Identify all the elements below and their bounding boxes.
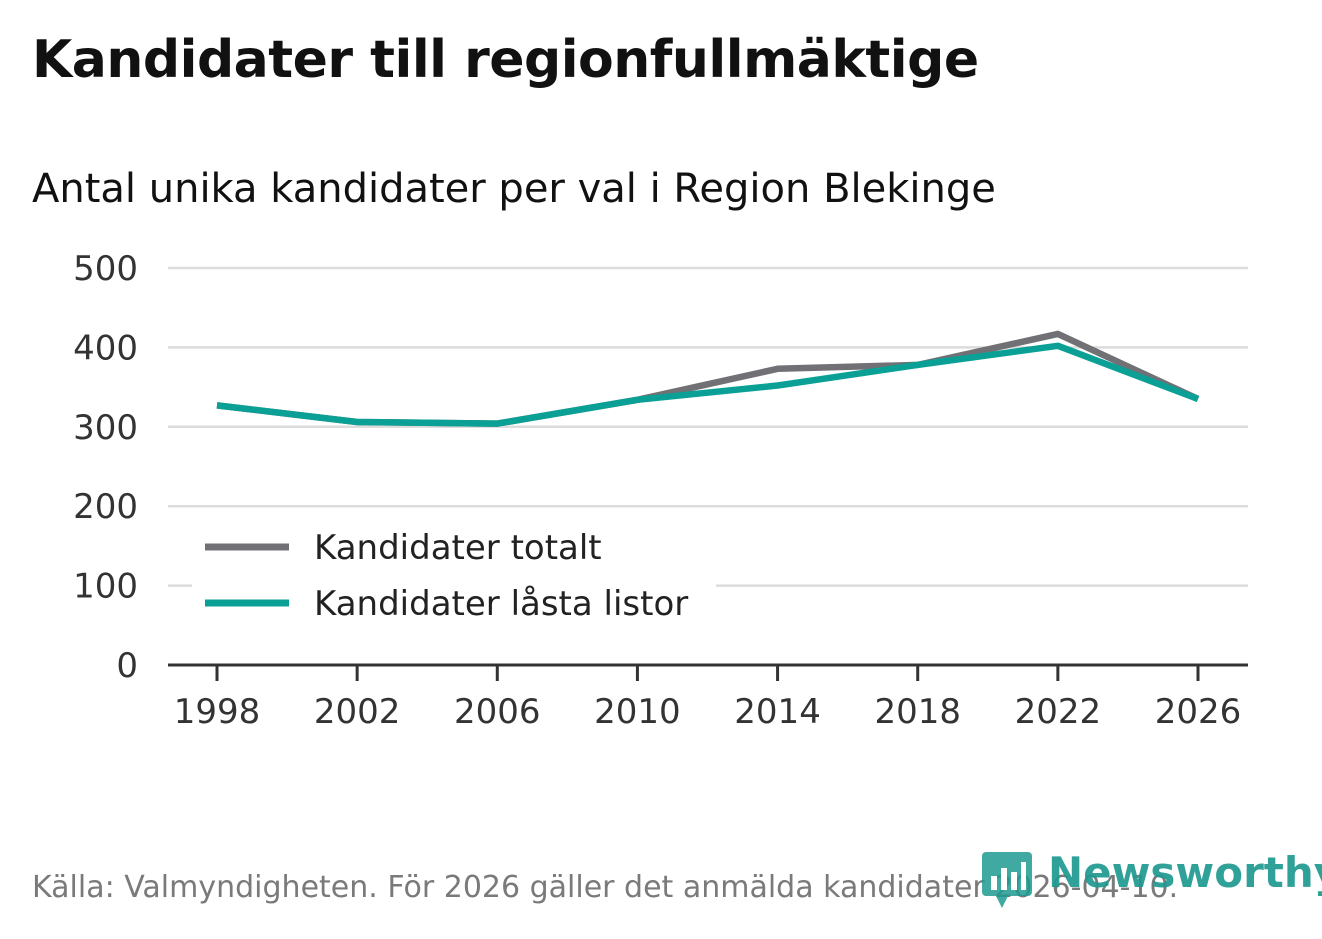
- y-tick-label-400: 400: [73, 328, 138, 368]
- x-tick-label-1998: 1998: [174, 692, 261, 732]
- chart-subtitle: Antal unika kandidater per val i Region …: [32, 166, 996, 212]
- logo-text: Newsworthy: [1048, 847, 1322, 897]
- series-lines: [216, 330, 1200, 427]
- newsworthy-logo[interactable]: Newsworthy: [982, 847, 1322, 910]
- y-axis-ticks: 0 100 200 300 400 500: [73, 249, 138, 686]
- legend-item-total-label: Kandidater totalt: [314, 528, 602, 568]
- x-tick-label-2006: 2006: [454, 692, 541, 732]
- y-tick-label-200: 200: [73, 487, 138, 527]
- x-tick-label-2018: 2018: [874, 692, 961, 732]
- legend-background: [192, 520, 716, 634]
- newsworthy-logo-icon: [982, 852, 1032, 908]
- legend-item-locked-label: Kandidater låsta listor: [314, 584, 688, 624]
- legend: Kandidater totalt Kandidater låsta listor: [192, 520, 716, 634]
- x-tick-label-2002: 2002: [314, 692, 401, 732]
- x-tick-label-2014: 2014: [734, 692, 821, 732]
- chart-title: Kandidater till regionfullmäktige: [32, 30, 979, 90]
- y-tick-label-500: 500: [73, 249, 138, 289]
- x-axis-ticks: 1998 2002 2006 2010 2014 2018 2022 2026: [174, 665, 1242, 732]
- x-tick-label-2026: 2026: [1155, 692, 1242, 732]
- x-tick-label-2010: 2010: [594, 692, 681, 732]
- y-tick-label-100: 100: [73, 567, 138, 607]
- x-tick-label-2022: 2022: [1015, 692, 1102, 732]
- y-tick-label-0: 0: [116, 646, 138, 686]
- y-tick-label-300: 300: [73, 408, 138, 448]
- series-line-locked: [216, 342, 1200, 427]
